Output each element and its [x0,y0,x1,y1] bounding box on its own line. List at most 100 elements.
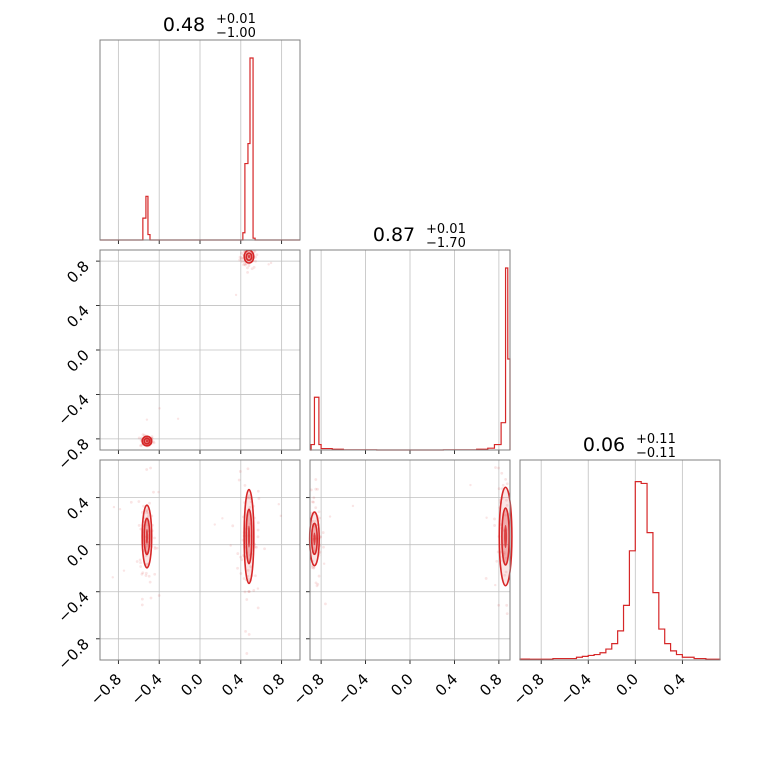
sample-point [149,596,153,600]
title-upper-error: +0.01 [216,12,256,27]
sample-point [321,531,325,534]
sample-point [256,587,260,590]
sample-point [312,566,316,570]
sample-point [129,500,133,504]
sample-point [240,257,244,261]
sample-point [145,509,149,513]
sample-point [322,562,326,565]
sample-point [252,249,256,253]
sample-point [328,515,332,518]
sample-point [252,588,256,592]
sample-point [122,569,126,572]
sample-point [140,443,144,447]
sample-point [238,255,242,259]
title-lower-error: −1.70 [426,236,466,251]
sample-point [494,583,497,587]
sample-point [247,264,251,268]
sample-point [237,478,241,482]
sample-point [250,267,254,271]
sample-point [279,514,282,518]
sample-point [312,496,316,500]
sample-point [244,630,247,633]
sample-point [495,559,499,563]
sample-point [248,590,251,593]
sample-point [144,574,148,577]
sample-point [504,570,508,574]
x-tick-label: 0.0 [177,670,207,700]
sample-point [484,577,488,580]
panel-frame [99,249,301,451]
x-tick-label: 0.0 [387,670,417,700]
sample-point [248,494,251,497]
sample-point [153,545,157,549]
sample-point [504,556,508,560]
sample-point [239,256,243,259]
sample-point [246,568,250,572]
sample-point [243,262,247,266]
sample-point [269,261,273,265]
sample-point [254,574,257,578]
sample-point [112,505,116,509]
sample-point [256,606,260,610]
sample-point [140,572,144,576]
sample-point [504,478,508,481]
sample-point [240,259,244,263]
panel-title: 0.06 [583,434,625,456]
sample-point [256,528,260,532]
sample-point [311,500,314,504]
x-tick-label: −0.4 [128,670,166,708]
title-upper-error: +0.11 [636,432,676,447]
contour-core [145,439,149,443]
sample-point [142,504,145,508]
sample-point [151,440,155,444]
x-tick-label: 0.4 [218,670,248,700]
panel-title: 0.48 [163,14,205,36]
scatter-points [137,249,273,448]
sample-point [245,652,249,655]
sample-point [314,519,317,523]
sample-point [497,487,501,491]
scatter-points [111,466,282,655]
sample-point [314,581,318,585]
x-tick-label: −0.8 [289,670,327,708]
sample-point [153,547,157,551]
sample-point [146,514,150,518]
sample-point [146,511,150,515]
sample-point [314,478,318,481]
sample-point [317,574,321,578]
sample-point [238,470,242,473]
sample-point [318,516,321,520]
sample-point [137,524,141,527]
sample-point [149,466,152,470]
sample-point [311,519,315,523]
y-tick-label: 0.0 [63,346,93,376]
sample-point [118,507,122,511]
sample-point [246,271,249,274]
x-tick-label: 0.0 [613,670,643,700]
y-tick-label: −0.8 [54,635,92,673]
sample-point [229,544,232,547]
sample-point [246,496,250,500]
sample-point [257,497,261,500]
sample-point [145,511,148,515]
sample-point [263,547,266,551]
sample-point [505,603,509,607]
y-tick-label: 0.4 [63,302,93,332]
sample-point [157,594,161,597]
sample-point [243,484,247,487]
sample-point [137,500,141,503]
sample-point [236,552,240,555]
x-tick-label: −0.8 [510,670,548,708]
sample-point [144,571,148,575]
y-tick-label: 0.4 [63,494,93,524]
sample-point [248,505,252,509]
sample-point [256,521,260,525]
sample-point [493,517,496,521]
sample-point [254,255,257,259]
sample-point [234,293,238,297]
sample-point [316,582,320,586]
sample-point [504,498,508,502]
x-tick-label: 0.8 [476,670,506,700]
x-tick-label: 0.4 [660,670,690,700]
sample-point [316,487,319,491]
